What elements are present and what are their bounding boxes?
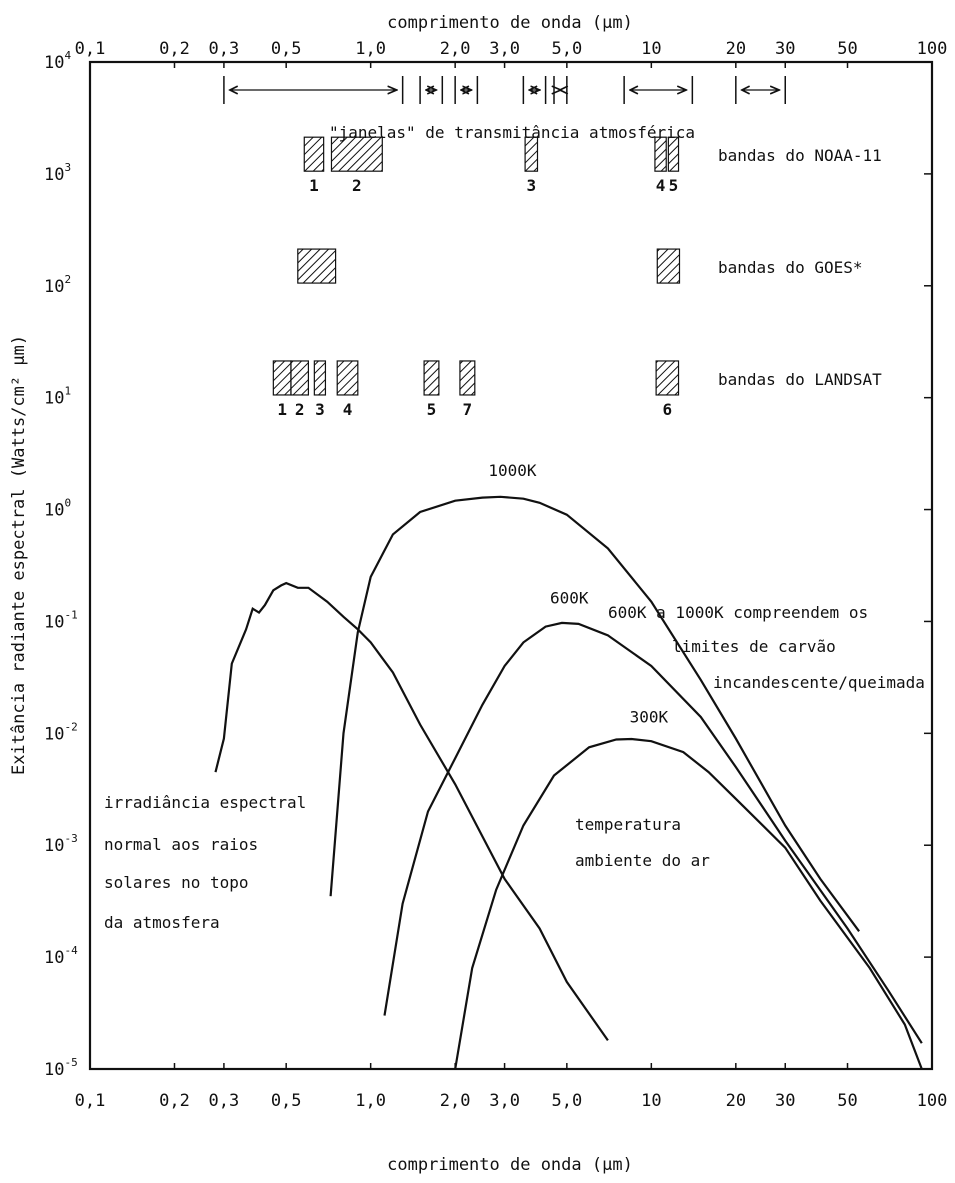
- x-tick-label: 100: [917, 1091, 948, 1111]
- band-label: 2: [352, 176, 362, 195]
- x-tick-label: 20: [726, 1091, 746, 1111]
- band-label: 1: [277, 400, 287, 419]
- x-tick-label: 5,0: [551, 1091, 582, 1111]
- x-top-tick-label: 0,3: [209, 39, 240, 59]
- band-label: 1: [309, 176, 319, 195]
- y-tick-label: 103: [44, 161, 71, 185]
- x-tick-label: 0,3: [209, 1091, 240, 1111]
- y-tick-label: 101: [44, 385, 71, 409]
- x-top-tick-label: 30: [775, 39, 795, 59]
- atmospheric-windows-label: "janelas" de transmitância atmosférica: [329, 123, 695, 142]
- x-top-tick-label: 1,0: [355, 39, 386, 59]
- band-label: 7: [463, 400, 473, 419]
- curve-3: [214, 581, 609, 1042]
- y-axis: 104 103 102 101 100 10-1 10-2 10-3 10-4 10-5: [44, 49, 932, 1080]
- curve-0: [329, 495, 860, 932]
- temp-range-line-2: limites de carvão: [672, 637, 836, 656]
- band-rect: [313, 360, 327, 396]
- y-axis-title: Exitância radiante espectral (Watts/cm² …: [9, 335, 29, 775]
- band-rect: [272, 360, 292, 396]
- x-tick-label: 30: [775, 1091, 795, 1111]
- curve-label: 300K: [630, 707, 669, 726]
- band-rect: [290, 360, 310, 396]
- temp-range-line-1: 600K a 1000K compreendem os: [608, 603, 868, 622]
- atmospheric-windows: [223, 76, 786, 104]
- band-rect: [330, 136, 383, 172]
- x-axis-top: 0,1 0,2 0,3 0,5 1,0 2,0 3,0 5,0 10 20 30 50 100: [75, 39, 948, 68]
- x-axis-top-title: comprimento de onda (µm): [387, 13, 633, 33]
- x-axis-title: comprimento de onda (µm): [387, 1155, 633, 1175]
- temp-range-annotation: 600K a 1000K compreendem os limites de c…: [608, 603, 925, 692]
- ambient-annotation: temperatura ambiente do ar: [575, 815, 710, 870]
- band-group-label: bandas do NOAA-11: [718, 146, 882, 165]
- x-top-tick-label: 10: [641, 39, 661, 59]
- curve-label: 600K: [550, 588, 589, 607]
- y-tick-label: 100: [44, 497, 71, 521]
- y-tick-label: 10-1: [44, 608, 78, 632]
- band-rect: [423, 360, 440, 396]
- band-rect: [656, 248, 681, 284]
- ambient-line-1: temperatura: [575, 815, 681, 834]
- x-top-tick-label: 2,0: [440, 39, 471, 59]
- solar-line-3: solares no topo: [104, 873, 249, 892]
- y-tick-label: 10-5: [44, 1056, 78, 1080]
- band-rect: [655, 360, 680, 396]
- x-tick-label: 50: [837, 1091, 857, 1111]
- band-rect: [459, 360, 476, 396]
- y-tick-label: 104: [44, 49, 71, 73]
- x-tick-label: 1,0: [355, 1091, 386, 1111]
- band-label: 3: [315, 400, 325, 419]
- curve-1: [383, 621, 923, 1044]
- y-tick-label: 10-4: [44, 944, 78, 968]
- x-top-tick-label: 0,2: [159, 39, 190, 59]
- band-label: 5: [669, 176, 679, 195]
- band-label: 4: [656, 176, 666, 195]
- solar-line-2: normal aos raios: [104, 835, 258, 854]
- x-top-tick-label: 0,5: [271, 39, 302, 59]
- band-group-label: bandas do GOES*: [718, 258, 863, 277]
- x-axis-bottom: 0,1 0,2 0,3 0,5 1,0 2,0 3,0 5,0 10 20 30 50 100: [75, 1063, 948, 1111]
- curves: [214, 495, 923, 1070]
- y-tick-label: 102: [44, 273, 71, 297]
- solar-annotation: irradiância espectral normal aos raios s…: [104, 793, 306, 932]
- band-label: 4: [343, 400, 353, 419]
- plot-frame: [88, 60, 934, 1071]
- band-rect: [336, 360, 359, 396]
- x-tick-label: 0,2: [159, 1091, 190, 1111]
- curve-2: [454, 737, 923, 1070]
- band-label: 3: [526, 176, 536, 195]
- x-top-tick-label: 20: [726, 39, 746, 59]
- x-top-tick-label: 50: [837, 39, 857, 59]
- x-tick-label: 3,0: [489, 1091, 520, 1111]
- curve-label: 1000K: [488, 461, 537, 480]
- curve-labels: 1000K 600K 300K: [488, 461, 668, 727]
- band-label: 2: [295, 400, 305, 419]
- solar-line-4: da atmosfera: [104, 913, 220, 932]
- band-rect: [667, 136, 680, 172]
- x-top-tick-label: 100: [917, 39, 948, 59]
- band-group-label: bandas do LANDSAT: [718, 370, 882, 389]
- band-label: 6: [663, 400, 673, 419]
- y-tick-label: 10-3: [44, 832, 78, 856]
- solar-line-1: irradiância espectral: [104, 793, 306, 812]
- temp-range-line-3: incandescente/queimada: [713, 673, 925, 692]
- y-tick-label: 10-2: [44, 720, 78, 744]
- x-tick-label: 0,1: [75, 1091, 106, 1111]
- ambient-line-2: ambiente do ar: [575, 851, 710, 870]
- x-tick-label: 2,0: [440, 1091, 471, 1111]
- band-rect: [303, 136, 325, 172]
- x-top-tick-label: 5,0: [551, 39, 582, 59]
- band-label: 5: [427, 400, 437, 419]
- x-tick-label: 10: [641, 1091, 661, 1111]
- x-top-tick-label: 3,0: [489, 39, 520, 59]
- band-rect: [297, 248, 337, 284]
- band-rect: [524, 136, 539, 172]
- x-tick-label: 0,5: [271, 1091, 302, 1111]
- x-top-tick-label: 0,1: [75, 39, 106, 59]
- band-rect: [654, 136, 667, 172]
